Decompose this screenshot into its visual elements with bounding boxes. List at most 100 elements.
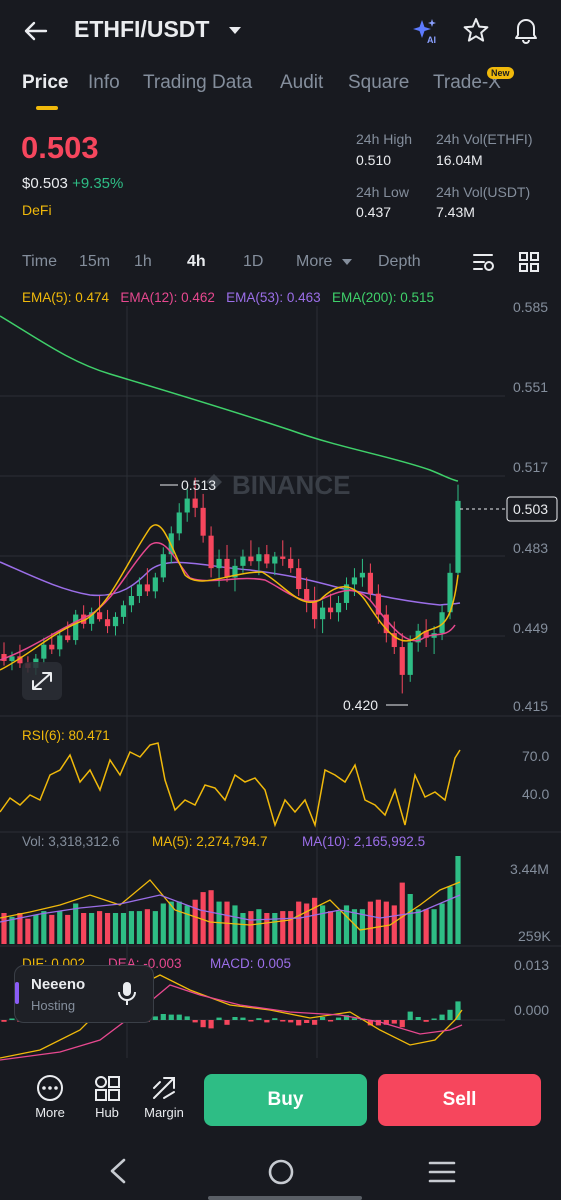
volume-bar [367, 901, 373, 944]
tab-square[interactable]: Square [348, 72, 410, 93]
candle-body [144, 584, 150, 592]
candle-body [112, 616, 119, 627]
candle-body [128, 596, 135, 606]
tf-4h[interactable]: 4h [187, 253, 206, 270]
more-caret-icon[interactable] [341, 258, 353, 266]
tf-15m[interactable]: 15m [79, 253, 111, 270]
candle-body [447, 572, 453, 613]
volume-bars [1, 856, 461, 944]
rsi-label: RSI(6): 80.471 [22, 728, 110, 743]
nav-recents-icon[interactable] [428, 1160, 456, 1184]
host-name: Neeeno [31, 976, 86, 993]
margin-button[interactable]: Margin [139, 1074, 189, 1120]
candle-body [455, 500, 461, 573]
ema200-line [0, 315, 459, 482]
macd-bar [264, 1020, 270, 1023]
tf-more[interactable]: More [296, 253, 333, 270]
pair-title[interactable]: ETHFI/USDT [74, 16, 210, 42]
volume-bar [343, 905, 350, 944]
candle-body [1, 654, 7, 661]
candle-body [184, 498, 190, 513]
macd-bar [431, 1018, 437, 1020]
volume-bar [375, 899, 381, 944]
bottom-action-bar: More Hub Margin Buy Sell [0, 1068, 561, 1132]
back-arrow-icon[interactable] [22, 20, 48, 42]
chart-grid [0, 306, 561, 1058]
candle-body [176, 512, 182, 534]
volume-bar [359, 909, 366, 944]
nav-back-icon[interactable] [108, 1158, 128, 1184]
macd-bar [176, 1014, 182, 1020]
candle-body [104, 619, 111, 627]
volume-bar [335, 911, 342, 944]
candle-body [359, 572, 366, 578]
volume-bar [312, 897, 318, 944]
vol-axis-tick: 259K [518, 928, 551, 944]
candle-body [200, 507, 206, 536]
macd-bar [351, 1018, 358, 1020]
volume-bar [399, 882, 405, 944]
macd-bar [383, 1020, 389, 1025]
buy-button[interactable]: Buy [204, 1074, 367, 1126]
tab-info[interactable]: Info [88, 72, 120, 93]
current-price-tag: 0.503 [513, 501, 548, 517]
volume-bar [184, 905, 190, 944]
ema5-line [0, 524, 459, 671]
tab-trade-x[interactable]: Trade-X [433, 72, 501, 93]
candle-body [232, 565, 238, 578]
microphone-icon[interactable] [115, 980, 139, 1008]
ema200-label: EMA(200): 0.515 [331, 290, 434, 305]
more-label: More [35, 1105, 65, 1120]
tab-audit[interactable]: Audit [280, 72, 324, 93]
hub-button[interactable]: Hub [86, 1074, 128, 1120]
macd-bar [296, 1020, 302, 1026]
bell-icon[interactable] [512, 16, 540, 44]
chart-settings-icon[interactable] [472, 251, 496, 273]
rsi-axis-tick: 40.0 [522, 786, 549, 802]
host-indicator [15, 982, 19, 1004]
macd-bar [288, 1020, 294, 1023]
volume-bar [439, 903, 445, 944]
macd-bar [216, 1017, 222, 1020]
chevron-down-icon[interactable] [228, 26, 242, 36]
more-button[interactable]: More [28, 1074, 72, 1120]
ema-legend: EMA(5): 0.474 EMA(12): 0.462 EMA(53): 0.… [22, 290, 434, 305]
volume-bar [383, 901, 389, 944]
volume-bar [176, 901, 182, 944]
nav-home-icon[interactable] [267, 1158, 295, 1186]
tf-time[interactable]: Time [22, 253, 57, 270]
macd-bar [407, 1011, 413, 1020]
vol-ma5-line [0, 879, 461, 931]
volume-bar [232, 905, 238, 944]
candle-body [335, 602, 342, 613]
candle-body [224, 558, 230, 578]
tab-trading-data[interactable]: Trading Data [143, 72, 253, 93]
high-label: 24h High [356, 131, 413, 147]
expand-icon [32, 672, 52, 690]
live-host-card[interactable]: Neeeno Hosting [14, 965, 154, 1023]
star-favorite-icon[interactable] [463, 17, 489, 43]
more-dots-icon [37, 1075, 63, 1101]
host-role: Hosting [31, 998, 76, 1013]
macd-bar [335, 1017, 342, 1020]
macd-bar [200, 1020, 206, 1028]
vol-axis-tick: 3.44M [510, 861, 549, 877]
price-chart[interactable]: BINANCE 0.513 0.420 0.503 0.585 0.551 0.… [0, 0, 561, 1068]
category-tag[interactable]: DeFi [22, 202, 52, 218]
tf-1h[interactable]: 1h [134, 253, 152, 270]
candle-body [319, 607, 326, 620]
price-axis-tick: 0.415 [513, 698, 548, 714]
watermark-logo [206, 474, 222, 490]
tf-1d[interactable]: 1D [243, 253, 264, 270]
volume-bar [319, 905, 326, 944]
ai-sparkle-icon[interactable]: AI [411, 17, 441, 45]
candle-body [296, 568, 302, 590]
grid-layout-icon[interactable] [518, 251, 540, 273]
tf-depth[interactable]: Depth [378, 253, 421, 270]
expand-chart-button[interactable] [22, 662, 62, 700]
tab-price[interactable]: Price [22, 72, 69, 93]
macd-axis-tick: 0.000 [514, 1002, 549, 1018]
vol-label: Vol: 3,318,312.6 [22, 834, 120, 849]
sell-button[interactable]: Sell [378, 1074, 541, 1126]
volume-bar [89, 913, 95, 944]
